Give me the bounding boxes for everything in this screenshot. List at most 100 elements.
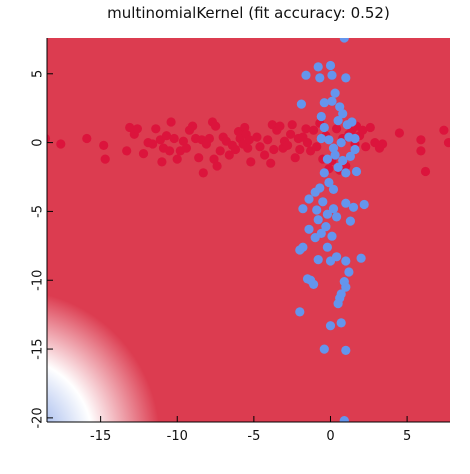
data-point: [359, 199, 369, 210]
data-point: [345, 216, 355, 226]
data-point: [166, 117, 176, 127]
data-point: [313, 215, 323, 225]
data-point: [439, 125, 449, 135]
data-point: [306, 275, 316, 285]
data-point: [347, 117, 357, 127]
data-point: [325, 321, 336, 331]
data-point: [132, 124, 142, 134]
data-point: [322, 242, 332, 252]
chart-title: multinomialKernel (fit accuracy: 0.52): [107, 4, 390, 22]
data-point: [324, 135, 334, 145]
data-point: [178, 136, 188, 146]
data-point: [344, 267, 354, 277]
data-point: [122, 146, 132, 156]
data-point: [348, 202, 359, 212]
data-point: [338, 155, 348, 166]
data-point: [358, 125, 368, 135]
data-point: [341, 256, 351, 266]
data-point: [322, 154, 332, 164]
data-point: [333, 299, 343, 309]
y-tick-label: 5: [30, 70, 45, 78]
data-point: [255, 142, 265, 152]
data-point: [298, 204, 308, 214]
data-point: [287, 120, 297, 130]
data-point: [82, 133, 92, 144]
data-point: [266, 158, 276, 168]
data-point: [356, 253, 366, 263]
x-tick-label: -5: [247, 429, 260, 444]
data-point: [341, 198, 351, 208]
data-point: [327, 70, 337, 80]
data-point: [316, 111, 326, 122]
data-point: [319, 122, 329, 133]
data-point: [319, 168, 329, 178]
data-point: [313, 62, 323, 72]
data-point: [269, 144, 279, 155]
data-point: [319, 98, 329, 108]
data-point: [332, 212, 342, 222]
data-point: [181, 143, 191, 153]
data-point: [316, 133, 326, 144]
data-point: [151, 124, 161, 134]
data-point: [138, 149, 149, 159]
data-point: [290, 153, 300, 163]
y-tick-label: -10: [31, 270, 46, 291]
data-point: [341, 282, 351, 292]
data-point: [209, 154, 219, 164]
data-point: [318, 197, 328, 207]
data-point: [212, 161, 222, 171]
data-point: [263, 135, 273, 145]
data-point: [301, 124, 311, 134]
data-point: [328, 143, 339, 153]
data-point: [304, 224, 314, 234]
data-point: [295, 144, 305, 155]
data-point: [230, 144, 241, 155]
data-point: [351, 166, 362, 177]
data-point: [312, 142, 322, 152]
data-point: [350, 133, 360, 144]
axes: -15 -10 -5 0 5 5 0 -5 -10 -15 -20: [30, 38, 450, 444]
data-point: [345, 151, 355, 161]
data-point: [304, 194, 314, 204]
data-point: [316, 228, 326, 238]
data-point: [321, 222, 331, 232]
data-point: [312, 205, 322, 215]
data-point: [336, 318, 346, 328]
data-point: [161, 131, 172, 141]
data-point: [204, 133, 214, 144]
data-point: [327, 231, 337, 241]
data-point: [339, 416, 349, 422]
data-point: [310, 187, 320, 197]
data-point: [211, 121, 221, 131]
data-point: [341, 345, 351, 355]
data-point: [47, 134, 51, 143]
data-point: [243, 143, 253, 153]
data-point: [322, 209, 332, 219]
data-point: [275, 121, 285, 131]
data-point: [330, 88, 340, 98]
data-point: [99, 140, 109, 150]
data-point: [325, 256, 336, 266]
data-point: [328, 204, 339, 214]
data-point: [332, 124, 342, 134]
data-point: [339, 38, 349, 43]
data-point: [443, 138, 450, 148]
data-point: [188, 121, 198, 131]
data-point: [327, 96, 337, 106]
data-point: [198, 168, 208, 178]
data-point: [298, 242, 308, 252]
y-tick-label: 0: [31, 138, 46, 146]
data-point: [341, 73, 351, 83]
data-point: [194, 153, 204, 163]
scatter-points: [47, 38, 450, 422]
data-point: [309, 125, 319, 135]
data-point: [148, 139, 158, 149]
data-point: [330, 150, 340, 160]
data-point: [335, 102, 345, 112]
x-tick-label: -10: [167, 429, 188, 444]
x-tick-label: -15: [90, 429, 111, 444]
series-1: [295, 38, 369, 422]
x-tick-label: 5: [403, 429, 411, 444]
data-point: [296, 99, 306, 109]
